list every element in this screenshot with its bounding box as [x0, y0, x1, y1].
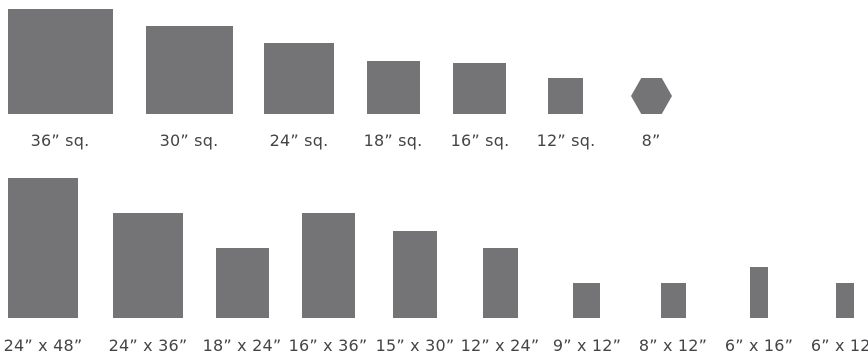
label-36-square: 36” sq.	[30, 131, 90, 150]
label-24x36: 24” x 36”	[108, 336, 188, 355]
label-24x48: 24” x 48”	[3, 336, 83, 355]
label-15x30: 15” x 30”	[375, 336, 455, 355]
tile-6x12	[836, 283, 854, 318]
label-8x12: 8” x 12”	[638, 336, 708, 355]
tile-24x48	[8, 178, 78, 318]
tile-24-square	[264, 43, 334, 114]
tile-15x30	[393, 231, 437, 318]
tile-12x24	[483, 248, 518, 318]
tile-18-square	[367, 61, 420, 114]
tile-24x36	[113, 213, 183, 318]
label-18-square: 18” sq.	[363, 131, 423, 150]
label-16x36: 16” x 36”	[288, 336, 368, 355]
tile-8x12	[661, 283, 686, 318]
tile-30-square	[146, 26, 233, 114]
label-18x24: 18” x 24”	[202, 336, 282, 355]
tile-16x36	[302, 213, 355, 318]
label-30-square: 30” sq.	[159, 131, 219, 150]
tile-18x24	[216, 248, 269, 318]
label-12x24: 12” x 24”	[460, 336, 540, 355]
label-6x16: 6” x 16”	[724, 336, 794, 355]
tile-12-square	[548, 78, 583, 114]
tile-8-hexagon	[631, 78, 672, 114]
label-9x12: 9” x 12”	[552, 336, 622, 355]
tile-9x12	[573, 283, 600, 318]
tile-6x16	[750, 267, 768, 318]
label-6x12: 6” x 12”	[810, 336, 868, 355]
tile-16-square	[453, 63, 506, 114]
label-12-square: 12” sq.	[536, 131, 596, 150]
tile-36-square	[8, 9, 113, 114]
label-8-hexagon: 8”	[641, 131, 661, 150]
label-24-square: 24” sq.	[269, 131, 329, 150]
label-16-square: 16” sq.	[450, 131, 510, 150]
